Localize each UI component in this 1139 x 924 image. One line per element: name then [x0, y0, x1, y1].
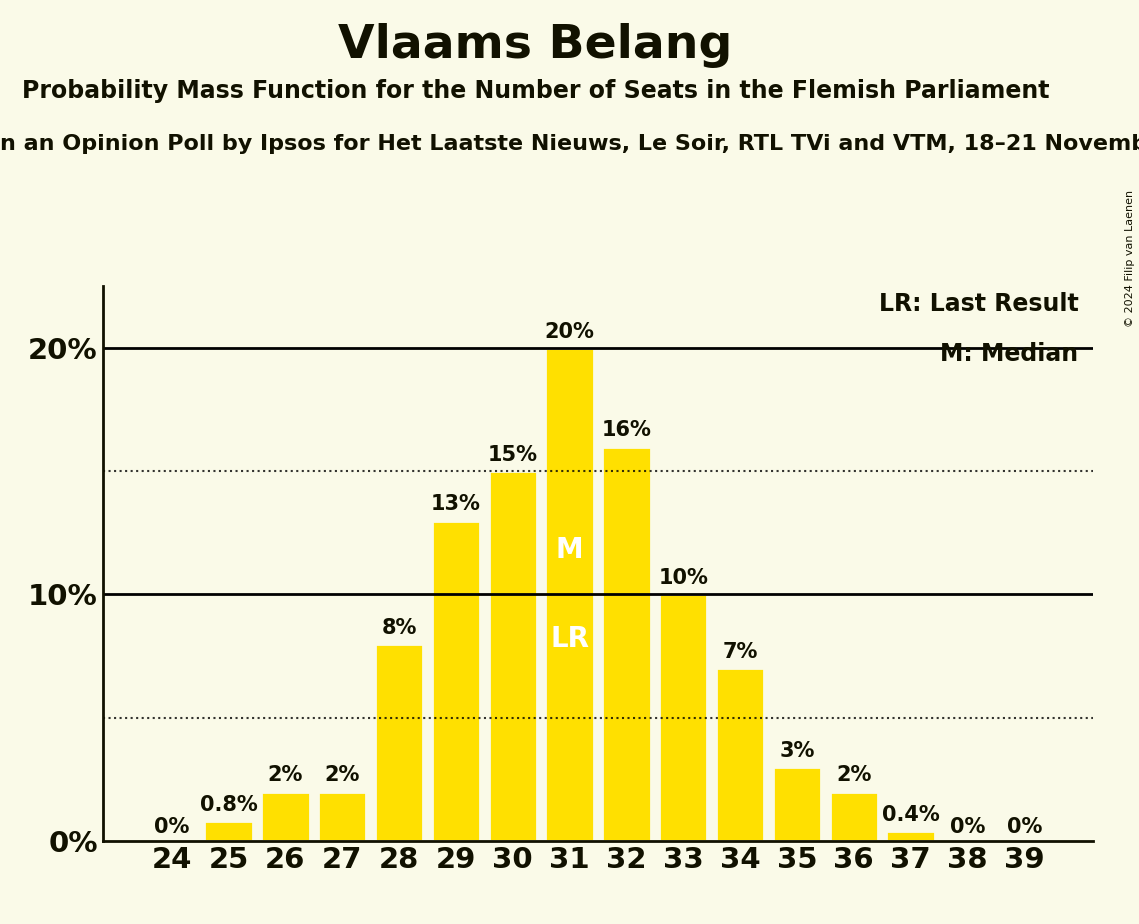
- Text: M: M: [556, 536, 583, 564]
- Bar: [204, 821, 253, 841]
- Bar: [375, 644, 424, 841]
- Bar: [546, 348, 593, 841]
- Bar: [489, 471, 536, 841]
- Text: 10%: 10%: [658, 568, 708, 589]
- Text: n an Opinion Poll by Ipsos for Het Laatste Nieuws, Le Soir, RTL TVi and VTM, 18–: n an Opinion Poll by Ipsos for Het Laats…: [0, 134, 1139, 154]
- Text: 8%: 8%: [382, 617, 417, 638]
- Bar: [829, 792, 878, 841]
- Text: 0%: 0%: [154, 817, 189, 837]
- Text: 0.4%: 0.4%: [882, 805, 940, 825]
- Bar: [432, 520, 480, 841]
- Text: Probability Mass Function for the Number of Seats in the Flemish Parliament: Probability Mass Function for the Number…: [22, 79, 1049, 103]
- Bar: [659, 594, 707, 841]
- Text: M: Median: M: Median: [941, 342, 1079, 366]
- Bar: [261, 792, 310, 841]
- Text: 7%: 7%: [722, 642, 757, 663]
- Bar: [772, 767, 821, 841]
- Bar: [716, 668, 764, 841]
- Text: © 2024 Filip van Laenen: © 2024 Filip van Laenen: [1125, 190, 1134, 327]
- Bar: [603, 446, 650, 841]
- Text: 20%: 20%: [544, 322, 595, 342]
- Bar: [886, 831, 935, 841]
- Text: 0.8%: 0.8%: [199, 795, 257, 815]
- Text: 2%: 2%: [325, 765, 360, 785]
- Text: 13%: 13%: [431, 494, 481, 515]
- Text: LR: Last Result: LR: Last Result: [879, 292, 1079, 316]
- Text: 15%: 15%: [487, 445, 538, 465]
- Text: Vlaams Belang: Vlaams Belang: [338, 23, 732, 68]
- Bar: [318, 792, 367, 841]
- Text: 0%: 0%: [950, 817, 985, 837]
- Text: 0%: 0%: [1007, 817, 1042, 837]
- Text: LR: LR: [550, 625, 589, 652]
- Text: 16%: 16%: [601, 420, 652, 441]
- Text: 3%: 3%: [779, 741, 814, 760]
- Text: 2%: 2%: [836, 765, 871, 785]
- Text: 2%: 2%: [268, 765, 303, 785]
